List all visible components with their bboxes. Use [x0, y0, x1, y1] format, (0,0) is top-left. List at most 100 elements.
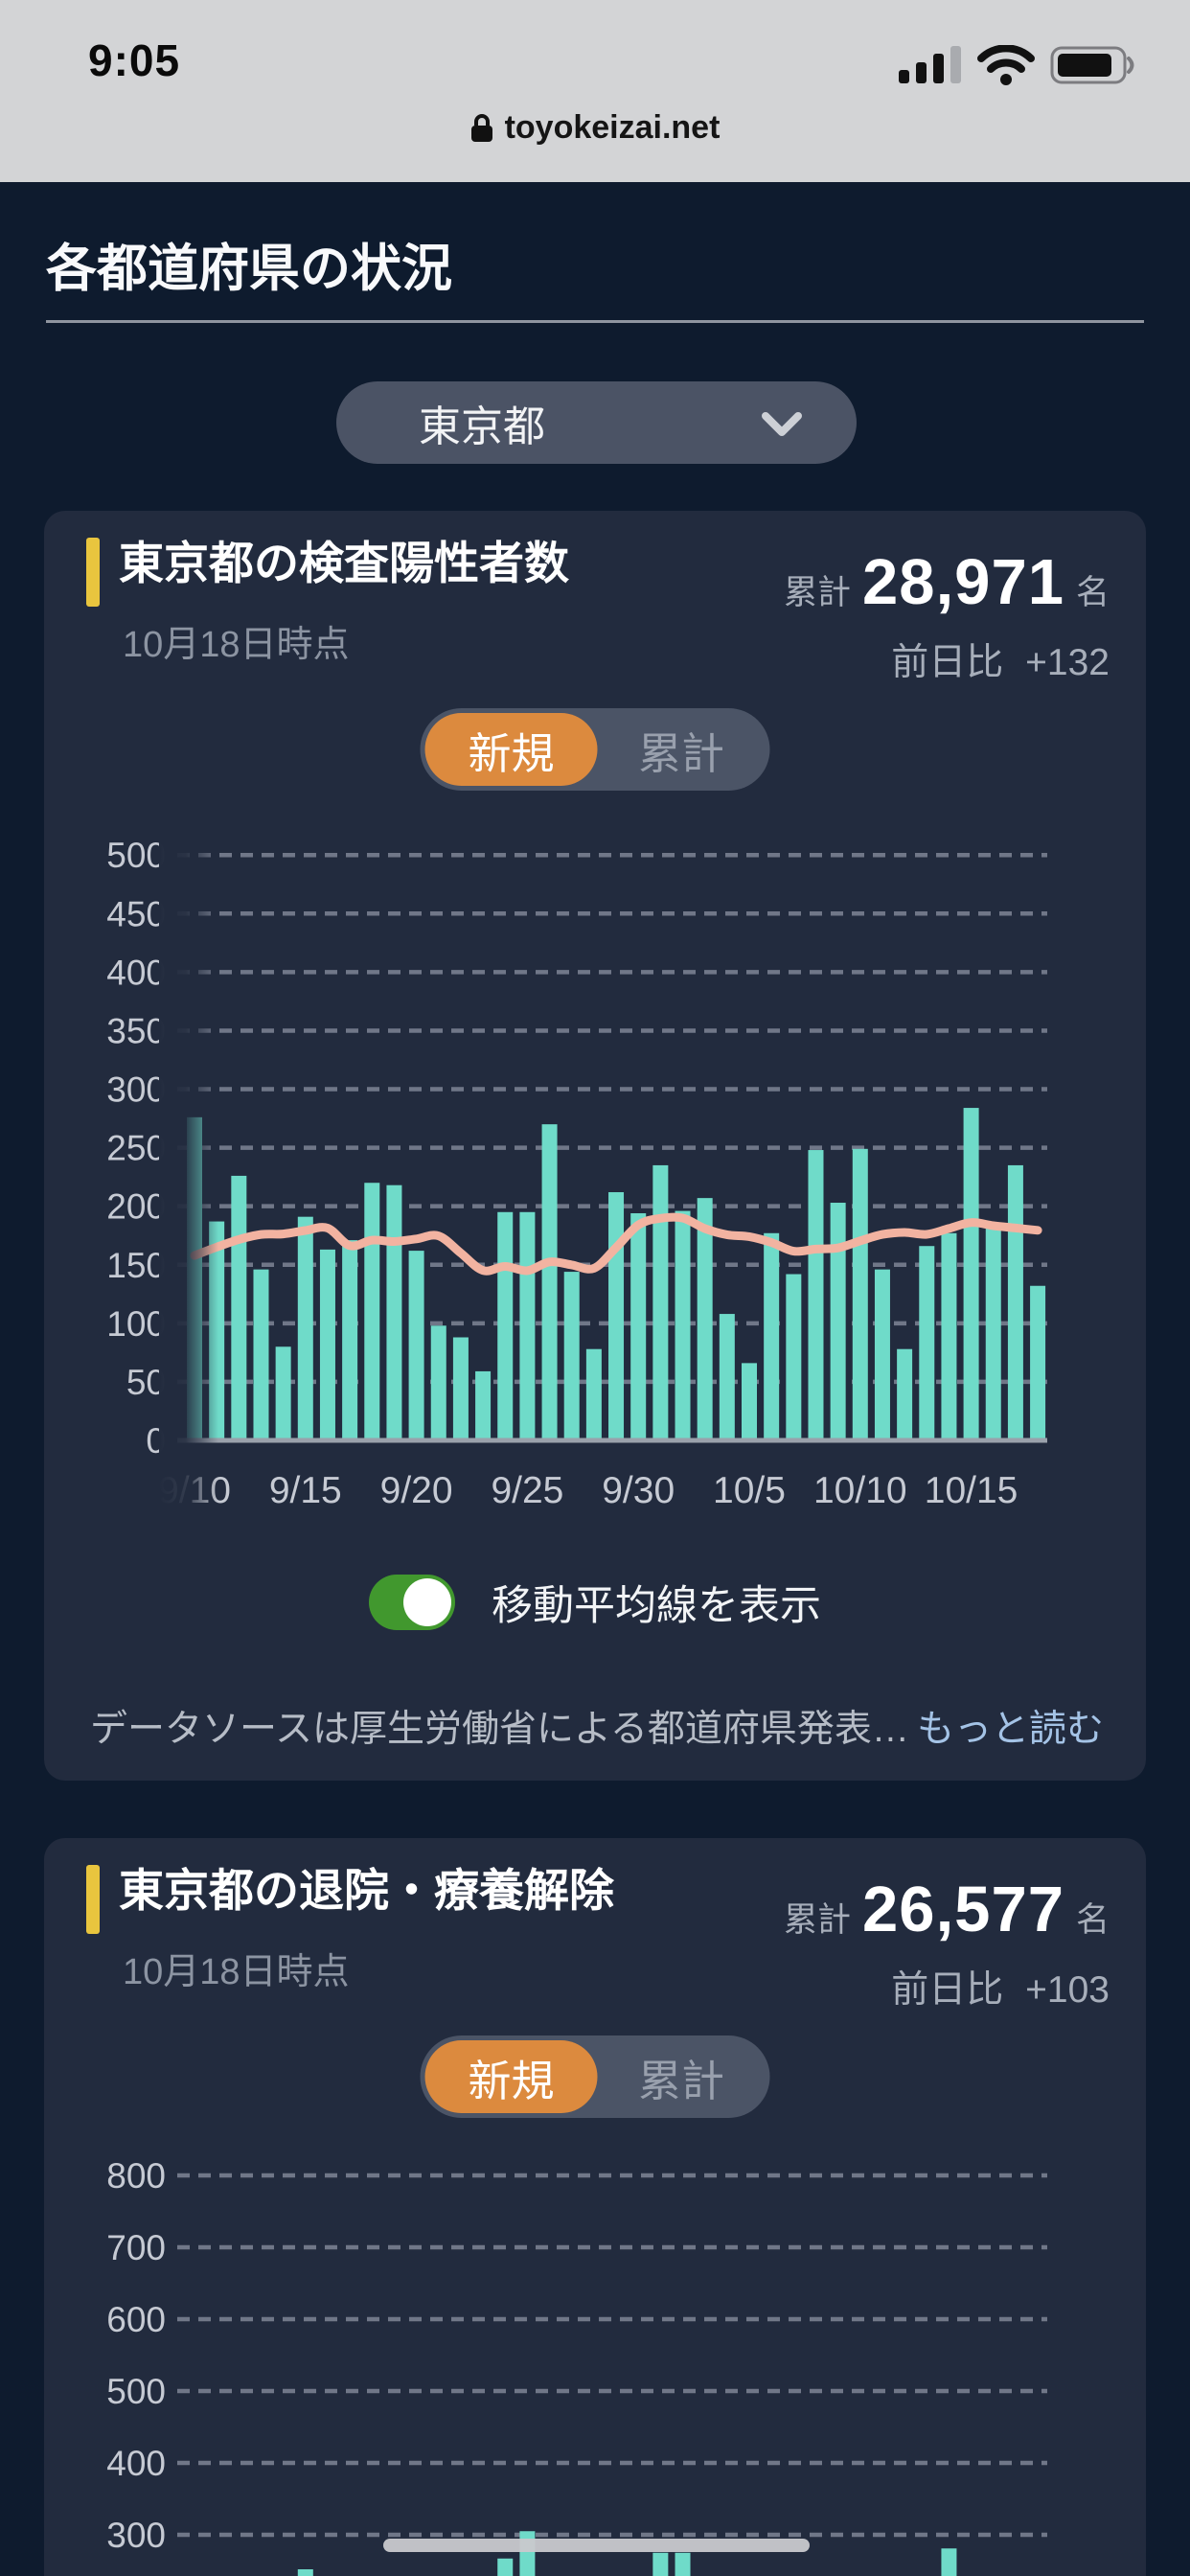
x-tick-label: 9/30 — [602, 1470, 675, 1511]
bar[interactable] — [719, 1314, 735, 1440]
bar[interactable] — [497, 1211, 514, 1440]
x-tick-label: 9/20 — [380, 1470, 453, 1511]
total-unit: 名 — [1075, 1901, 1110, 1939]
bar[interactable] — [275, 1346, 291, 1440]
moving-average-label: 移動平均線を表示 — [492, 1583, 821, 1629]
bar[interactable] — [541, 1124, 558, 1440]
y-tick-label: 450 — [106, 894, 166, 933]
bar[interactable] — [941, 1232, 957, 1440]
safari-url-bar[interactable]: toyokeizai.net — [0, 109, 1190, 147]
bar[interactable] — [319, 1249, 335, 1440]
bar[interactable] — [475, 1370, 492, 1440]
bar[interactable] — [897, 1348, 913, 1440]
bar[interactable] — [830, 1203, 846, 1440]
y-tick-label: 700 — [106, 2228, 166, 2267]
bar[interactable] — [342, 1240, 358, 1440]
bar[interactable] — [786, 1274, 802, 1440]
bar[interactable] — [852, 1148, 868, 1440]
toggle-cumulative[interactable]: 累計 — [637, 2056, 724, 2105]
y-tick-label: 250 — [106, 1129, 166, 1168]
bar[interactable] — [808, 1150, 824, 1440]
new-cumulative-toggle[interactable]: 新規 累計 — [420, 2036, 770, 2118]
page-content: 各都道府県の状況 東京都 東京都の検査陽性者数 10月18日時点 累計 28,9… — [0, 182, 1190, 2576]
bar[interactable] — [297, 1216, 313, 1440]
status-time: 9:05 — [88, 35, 181, 85]
bar[interactable] — [652, 2552, 669, 2576]
y-tick-label: 500 — [106, 836, 166, 875]
bar[interactable] — [231, 1175, 247, 1440]
bar[interactable] — [630, 1213, 647, 1440]
bar[interactable] — [742, 1363, 757, 1440]
card-title: 東京都の検査陽性者数 — [119, 538, 569, 588]
bar[interactable] — [386, 1184, 402, 1440]
card-positive-cases: 東京都の検査陽性者数 10月18日時点 累計 28,971 名 前日比 +132… — [44, 511, 1146, 1781]
bar[interactable] — [608, 1192, 625, 1440]
toggle-new[interactable]: 新規 — [424, 2040, 598, 2113]
toggle-cumulative[interactable]: 累計 — [637, 728, 724, 778]
total-unit: 名 — [1075, 574, 1110, 611]
bar[interactable] — [675, 1210, 691, 1440]
status-icons — [899, 44, 1138, 86]
wifi-icon — [977, 45, 1035, 85]
left-fade-overlay — [159, 824, 218, 1514]
y-tick-label: 150 — [106, 1246, 166, 1285]
chart-horizontal-scrollbar[interactable] — [383, 2539, 810, 2552]
data-source-footer: データソースは厚生労働省による都道府県発表… もっと読む — [90, 1699, 1104, 1753]
y-tick-label: 350 — [106, 1011, 166, 1050]
bar[interactable] — [764, 1232, 780, 1440]
new-cumulative-toggle[interactable]: 新規 累計 — [420, 708, 770, 791]
chevron-down-icon — [762, 412, 802, 436]
bar[interactable] — [253, 1269, 269, 1440]
y-tick-label: 300 — [106, 2516, 166, 2555]
bar[interactable] — [1030, 1285, 1046, 1440]
toggle-new[interactable]: 新規 — [424, 713, 598, 786]
bar[interactable] — [519, 1211, 536, 1440]
diff-label: 前日比 — [891, 1969, 1004, 2011]
prefecture-dropdown-value: 東京都 — [419, 403, 545, 450]
bar[interactable] — [563, 1272, 580, 1440]
bar[interactable] — [430, 1325, 446, 1440]
daily-discharged-chart[interactable]: 300 400 500 600 700 800 — [44, 2137, 1146, 2576]
bar[interactable] — [675, 2552, 691, 2576]
total-value: 26,577 — [862, 1874, 1064, 1945]
y-tick-label: 400 — [106, 953, 166, 992]
total-label: 累計 — [784, 1901, 852, 1939]
moving-average-switch[interactable] — [369, 1575, 455, 1630]
accent-bar — [86, 538, 100, 607]
bar[interactable] — [963, 1108, 979, 1440]
page-title: 各都道府県の状況 — [46, 241, 452, 297]
diff-value: +103 — [1025, 1969, 1110, 2011]
bar[interactable] — [585, 1348, 602, 1440]
y-tick-label: 600 — [106, 2300, 166, 2339]
read-more-link[interactable]: もっと読む — [916, 1709, 1104, 1750]
total-label: 累計 — [784, 574, 852, 611]
bar[interactable] — [364, 1183, 380, 1440]
daily-positive-cases-chart[interactable]: 5010015020025030035040045050009/109/159/… — [44, 824, 1146, 1552]
y-tick-label: 800 — [106, 2156, 166, 2196]
as-of-date: 10月18日時点 — [123, 1952, 350, 1992]
y-tick-label: 100 — [106, 1304, 166, 1344]
y-tick-label: 300 — [106, 1070, 166, 1110]
switch-knob — [403, 1578, 451, 1626]
bar[interactable] — [985, 1225, 1001, 1440]
bar[interactable] — [919, 1246, 935, 1440]
bar[interactable] — [408, 1251, 424, 1440]
battery-icon — [1050, 46, 1134, 84]
y-tick-label: 500 — [106, 2372, 166, 2411]
bar[interactable] — [297, 2569, 313, 2576]
bar[interactable] — [452, 1337, 469, 1440]
bar[interactable] — [941, 2548, 957, 2576]
x-tick-label: 10/10 — [813, 1470, 907, 1511]
card-title: 東京都の退院・療養解除 — [119, 1865, 614, 1916]
bar[interactable] — [652, 1164, 669, 1440]
bar[interactable] — [497, 2558, 514, 2576]
title-underline — [46, 320, 1144, 323]
prefecture-dropdown[interactable]: 東京都 — [336, 381, 857, 464]
bar[interactable] — [519, 2531, 536, 2576]
bar[interactable] — [1007, 1164, 1023, 1440]
bar[interactable] — [874, 1269, 890, 1440]
bar[interactable] — [697, 1198, 713, 1440]
cellular-signal-icon — [899, 46, 961, 83]
moving-average-row: 移動平均線を表示 — [44, 1573, 1146, 1632]
